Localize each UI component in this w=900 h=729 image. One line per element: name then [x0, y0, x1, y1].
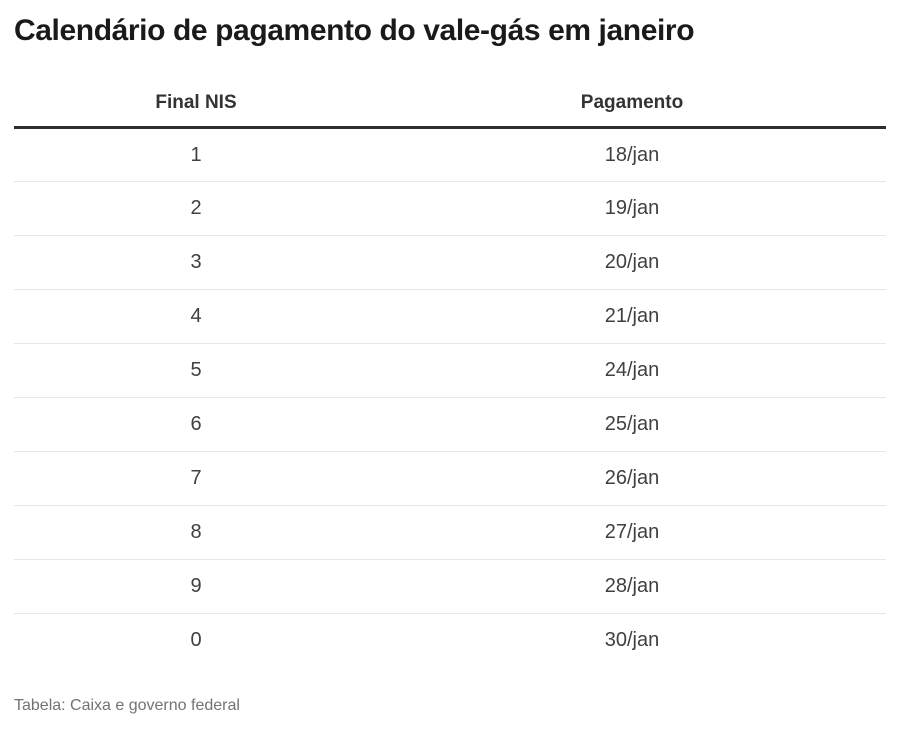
- table-header-row: Final NIS Pagamento: [14, 86, 886, 129]
- table-row: 8 27/jan: [14, 505, 886, 560]
- table-cell-pagamento: 26/jan: [450, 451, 886, 506]
- table-row: 7 26/jan: [14, 451, 886, 506]
- table-cell-final-nis: 9: [14, 559, 450, 614]
- source-credit: Tabela: Caixa e governo federal: [14, 696, 240, 714]
- page-title: Calendário de pagamento do vale-gás em j…: [14, 14, 695, 47]
- table-cell-final-nis: 4: [14, 289, 450, 344]
- table-cell-pagamento: 28/jan: [450, 559, 886, 614]
- table-cell-final-nis: 1: [14, 127, 450, 182]
- table-cell-final-nis: 7: [14, 451, 450, 506]
- table-row: 2 19/jan: [14, 181, 886, 236]
- table-cell-pagamento: 18/jan: [450, 127, 886, 182]
- table-cell-final-nis: 6: [14, 397, 450, 452]
- table-cell-pagamento: 25/jan: [450, 397, 886, 452]
- table-cell-pagamento: 19/jan: [450, 181, 886, 236]
- table-cell-final-nis: 0: [190, 629, 202, 652]
- table-row: 6 25/jan: [14, 397, 886, 452]
- table-cell-final-nis: 5: [14, 343, 450, 398]
- table-row: 1 18/jan: [14, 127, 886, 182]
- table-cell-final-nis: 8: [14, 505, 450, 560]
- table-row: 3 20/jan: [14, 235, 886, 290]
- payment-calendar-table: Final NIS Pagamento 1 18/jan 2 19/jan 3 …: [14, 86, 886, 668]
- column-header-pagamento: Pagamento: [450, 86, 886, 129]
- table-cell-final-nis: 3: [14, 235, 450, 290]
- table-cell-final-nis: 2: [14, 181, 450, 236]
- table-row: 4 21/jan: [14, 289, 886, 344]
- column-header-final-nis: Final NIS: [14, 86, 450, 129]
- table-header: Final NIS Pagamento: [14, 86, 886, 129]
- table-cell-pagamento: 30/jan: [604, 629, 660, 652]
- table-cell-pagamento: 20/jan: [450, 235, 886, 290]
- table-cell-pagamento: 27/jan: [450, 505, 886, 560]
- table-cell-pagamento: 24/jan: [450, 343, 886, 398]
- table-body: 1 18/jan 2 19/jan 3 20/jan 4 21/jan 5: [14, 127, 886, 668]
- table-row: 9 28/jan: [14, 559, 886, 614]
- table-row: 5 24/jan: [14, 343, 886, 398]
- table-row: 0 30/jan: [14, 614, 886, 668]
- table-cell-pagamento: 21/jan: [450, 289, 886, 344]
